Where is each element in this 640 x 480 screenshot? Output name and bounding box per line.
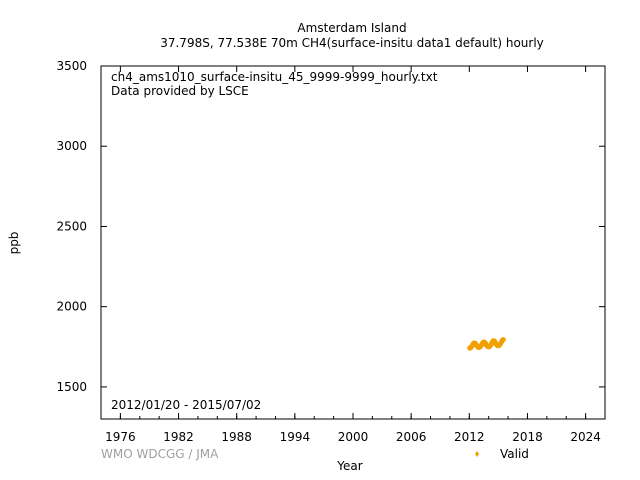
file-label: ch4_ams1010_surface-insitu_45_9999-9999_… — [111, 70, 438, 84]
x-tick-label: 2012 — [454, 430, 485, 444]
y-axis: 1500 2000 2500 3000 3500 — [56, 59, 605, 394]
date-range-label: 2012/01/20 - 2015/07/02 — [111, 398, 261, 412]
y-tick-label: 3500 — [56, 59, 87, 73]
credit-label: WMO WDCGG / JMA — [101, 447, 219, 461]
y-tick-label: 3000 — [56, 139, 87, 153]
x-tick-label: 2006 — [396, 430, 427, 444]
x-tick-label: 1988 — [221, 430, 252, 444]
chart-title: Amsterdam Island — [297, 21, 406, 35]
x-tick-label: 1994 — [280, 430, 311, 444]
y-tick-label: 1500 — [56, 380, 87, 394]
legend-marker — [475, 451, 479, 457]
data-points — [467, 336, 506, 351]
y-axis-label: ppb — [7, 232, 21, 255]
legend-label-valid: Valid — [500, 447, 529, 461]
legend: Valid — [475, 447, 529, 461]
x-tick-label: 1982 — [163, 430, 194, 444]
y-tick-label: 2000 — [56, 300, 87, 314]
x-axis: 1976 1982 1988 1994 2000 2006 2012 2018 2024 — [100, 66, 606, 444]
x-tick-label: 2018 — [512, 430, 543, 444]
plot-frame — [100, 65, 606, 420]
x-tick-label: 1976 — [105, 430, 136, 444]
provider-label: Data provided by LSCE — [111, 84, 249, 98]
x-axis-label: Year — [336, 459, 362, 473]
chart-subtitle: 37.798S, 77.538E 70m CH4(surface-insitu … — [160, 36, 544, 50]
x-tick-label: 2000 — [338, 430, 369, 444]
data-point — [500, 336, 506, 343]
y-tick-label: 2500 — [56, 219, 87, 233]
x-tick-label: 2024 — [570, 430, 601, 444]
